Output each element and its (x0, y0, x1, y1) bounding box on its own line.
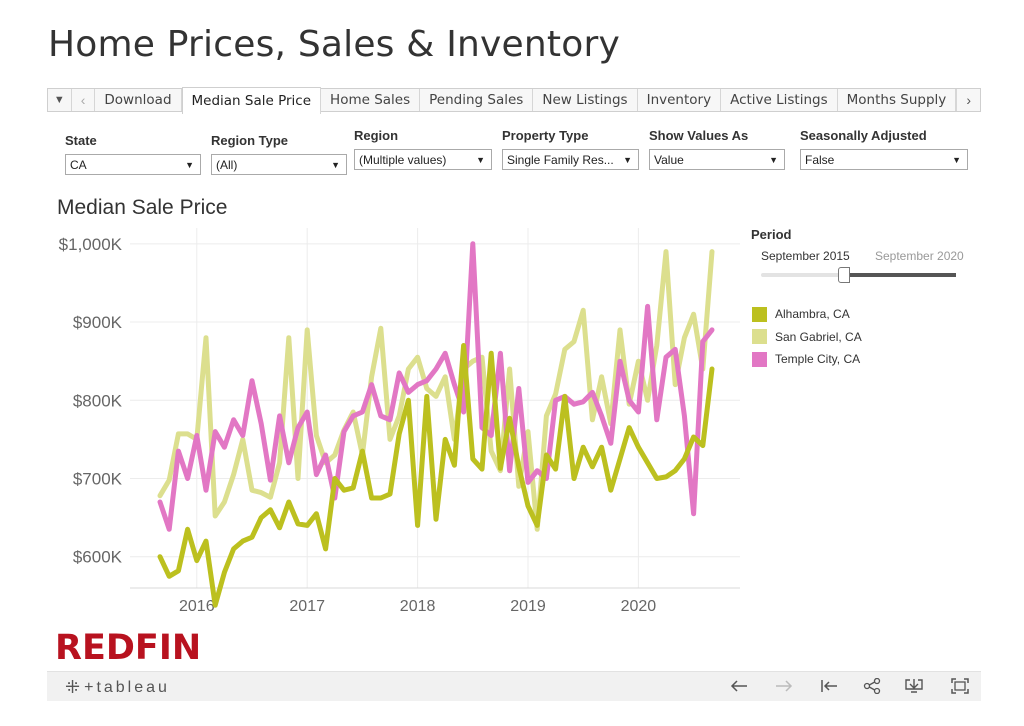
filter-value: CA (70, 157, 87, 172)
legend-item-temple-city[interactable]: Temple City, CA (752, 348, 862, 371)
filter-label: Show Values As (649, 128, 749, 143)
filter-label: Property Type (502, 128, 589, 143)
share-icon[interactable] (861, 675, 883, 697)
filter-value: Value (654, 152, 684, 167)
filter-property-type: Property Type Single Family Res... ▼ (502, 128, 639, 170)
legend-swatch (752, 351, 767, 367)
filter-seasonally-adjusted: Seasonally Adjusted False ▼ (800, 128, 968, 170)
tableau-mark-icon: ⁜ (65, 677, 81, 697)
page-title: Home Prices, Sales & Inventory (48, 24, 620, 65)
period-end-value: September 2020 (875, 249, 964, 263)
legend-label: San Gabriel, CA (775, 329, 862, 344)
x-tick-label: 2018 (400, 598, 436, 615)
filter-label: Seasonally Adjusted (800, 128, 927, 143)
series-line-temple-city (157, 241, 715, 532)
y-tick-label: $1,000K (59, 235, 123, 254)
chevron-right-icon: › (966, 92, 971, 108)
x-tick-label: 2016 (179, 598, 215, 615)
filter-show-values-as: Show Values As Value ▼ (649, 128, 785, 170)
filter-value: (All) (216, 157, 238, 172)
period-slider-range (846, 273, 956, 277)
chevron-left-icon: ‹ (80, 92, 86, 108)
legend-swatch (752, 306, 767, 322)
dropdown-arrow-icon: ▼ (623, 154, 632, 165)
tab-pending-sales[interactable]: Pending Sales (420, 89, 534, 111)
tab-home-sales[interactable]: Home Sales (321, 89, 421, 111)
period-start-value: September 2015 (761, 249, 850, 263)
download-icon[interactable] (903, 675, 925, 697)
tab-active-listings[interactable]: Active Listings (721, 89, 838, 111)
filter-label: Region (354, 128, 399, 143)
dropdown-arrow-icon: ▼ (769, 154, 778, 165)
tab-new-listings[interactable]: New Listings (533, 89, 638, 111)
legend-label: Alhambra, CA (775, 307, 850, 322)
fullscreen-icon[interactable] (949, 675, 971, 697)
tab-download[interactable]: Download (95, 89, 182, 111)
chart-title: Median Sale Price (57, 196, 228, 219)
dropdown-arrow-icon: ▼ (185, 159, 194, 170)
tab-inventory[interactable]: Inventory (638, 89, 722, 111)
dropdown-arrow-icon: ▼ (331, 159, 340, 170)
redo-icon (773, 675, 795, 697)
x-tick-label: 2020 (621, 598, 657, 615)
legend-label: Temple City, CA (775, 352, 861, 367)
filter-label: State (65, 133, 97, 148)
y-tick-label: $900K (73, 313, 123, 332)
redfin-logo[interactable]: REDFIN (55, 628, 202, 668)
legend-swatch (752, 329, 767, 345)
legend-item-alhambra[interactable]: Alhambra, CA (752, 303, 862, 326)
tab-menu-button[interactable]: ▼ (48, 89, 72, 111)
legend: Alhambra, CA San Gabriel, CA Temple City… (752, 303, 862, 371)
series-line-san-gabriel (157, 249, 715, 532)
region-type-dropdown[interactable]: (All) ▼ (211, 154, 347, 175)
tab-months-supply[interactable]: Months Supply (838, 89, 957, 111)
y-tick-label: $700K (73, 469, 123, 488)
filter-region: Region (Multiple values) ▼ (354, 128, 492, 170)
series-line-alhambra (157, 343, 715, 608)
tab-next-button[interactable]: › (956, 89, 980, 111)
tableau-logo[interactable]: ⁜ +tableau (65, 677, 170, 698)
filter-region-type: Region Type (All) ▼ (211, 133, 347, 175)
x-tick-label: 2019 (510, 598, 546, 615)
tableau-toolbar: ⁜ +tableau (47, 671, 981, 701)
y-tick-label: $600K (73, 548, 123, 567)
legend-item-san-gabriel[interactable]: San Gabriel, CA (752, 326, 862, 349)
dropdown-triangle-icon: ▼ (53, 94, 65, 106)
filter-state: State CA ▼ (65, 133, 201, 175)
filter-label: Region Type (211, 133, 289, 148)
period-label: Period (751, 227, 792, 242)
y-tick-label: $800K (73, 391, 123, 410)
tab-prev-button[interactable]: ‹ (72, 89, 96, 111)
dropdown-arrow-icon: ▼ (952, 154, 961, 165)
filter-value: Single Family Res... (507, 152, 614, 167)
filter-value: (Multiple values) (359, 152, 447, 167)
property-type-dropdown[interactable]: Single Family Res... ▼ (502, 149, 639, 170)
period-slider-handle[interactable] (838, 267, 850, 283)
filter-value: False (805, 152, 835, 167)
seasonally-adjusted-dropdown[interactable]: False ▼ (800, 149, 968, 170)
x-tick-label: 2017 (289, 598, 325, 615)
tab-bar: ▼ ‹ Download Median Sale Price Home Sale… (47, 87, 981, 114)
revert-icon[interactable] (818, 675, 840, 697)
region-dropdown[interactable]: (Multiple values) ▼ (354, 149, 492, 170)
undo-icon[interactable] (728, 675, 750, 697)
state-dropdown[interactable]: CA ▼ (65, 154, 201, 175)
dropdown-arrow-icon: ▼ (476, 154, 485, 165)
tab-median-sale-price[interactable]: Median Sale Price (181, 87, 322, 114)
tableau-wordmark: +tableau (84, 678, 170, 696)
show-values-as-dropdown[interactable]: Value ▼ (649, 149, 785, 170)
